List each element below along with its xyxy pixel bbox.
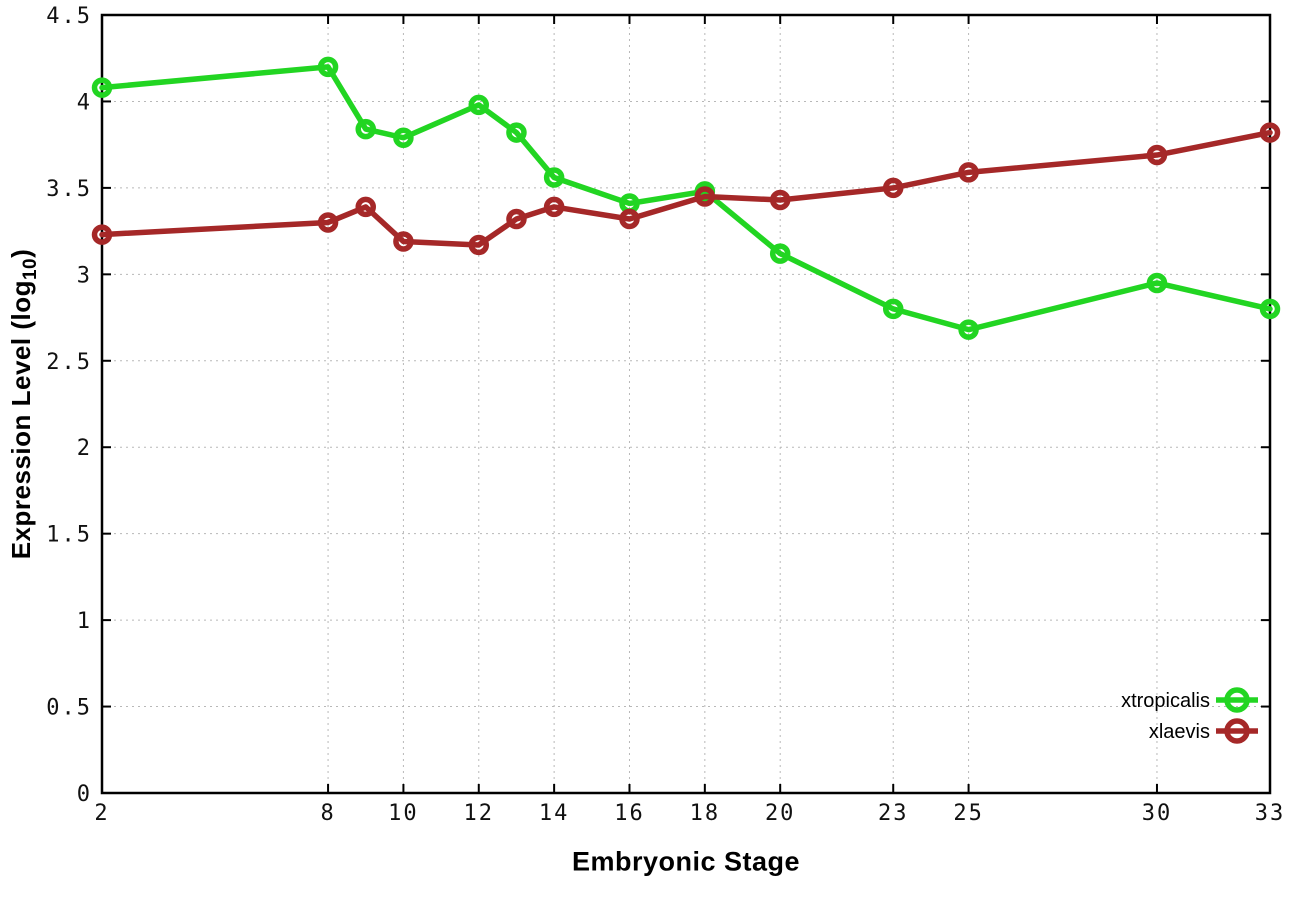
y-tick-label: 3 xyxy=(77,263,92,288)
marker-xtropicalis xyxy=(882,298,904,320)
marker-xtropicalis xyxy=(317,56,339,78)
x-tick-label: 25 xyxy=(953,801,984,826)
x-axis-title-text: Embryonic Stage xyxy=(571,846,801,877)
legend-marker-xlaevis xyxy=(1224,718,1250,744)
x-tick-label: 10 xyxy=(388,801,419,826)
marker-xlaevis xyxy=(1259,122,1281,143)
legend-label-xtropicalis: xtropicalis xyxy=(1121,690,1210,712)
marker-xlaevis xyxy=(393,231,414,252)
marker-xlaevis xyxy=(317,212,339,233)
marker-xtropicalis xyxy=(468,94,490,116)
x-tick-label: 33 xyxy=(1255,801,1286,826)
y-tick-label: 2 xyxy=(77,436,92,461)
marker-xtropicalis xyxy=(393,127,414,149)
y-tick-label: 4 xyxy=(77,90,92,115)
x-tick-label: 2 xyxy=(94,801,109,826)
marker-xlaevis xyxy=(619,208,640,230)
y-tick-label: 2.5 xyxy=(46,350,92,375)
marker-xlaevis xyxy=(1146,144,1168,166)
x-tick-label: 20 xyxy=(765,801,796,826)
marker-xtropicalis xyxy=(506,122,527,143)
marker-xlaevis xyxy=(882,177,904,199)
marker-xlaevis xyxy=(355,196,376,218)
x-tick-label: 30 xyxy=(1142,801,1173,826)
legend-marker-xtropicalis xyxy=(1224,687,1250,713)
y-axis-title-suffix: ) xyxy=(6,248,36,258)
series-line-xtropicalis xyxy=(99,64,1273,333)
marker-xlaevis xyxy=(543,196,565,218)
y-tick-label: 4.5 xyxy=(46,4,92,29)
x-tick-label: 16 xyxy=(614,801,645,826)
y-tick-label: 3.5 xyxy=(46,177,92,202)
marker-xlaevis xyxy=(958,162,979,183)
x-tick-label: 12 xyxy=(464,801,495,826)
marker-xtropicalis xyxy=(769,243,791,264)
y-tick-label: 0.5 xyxy=(46,696,92,721)
plot-border xyxy=(100,13,1272,795)
marker-xtropicalis xyxy=(958,319,979,340)
series-line-xlaevis xyxy=(99,129,1273,248)
x-axis-title: Embryonic Stage xyxy=(572,847,800,878)
marker-xlaevis xyxy=(91,224,113,245)
x-tick-label: 14 xyxy=(539,801,570,826)
y-tick-label: 1 xyxy=(77,609,92,634)
y-tick-label: 0 xyxy=(77,782,92,807)
marker-xtropicalis xyxy=(1146,272,1168,294)
marker-xlaevis xyxy=(506,208,527,230)
y-axis-title-text: Expression Level (log xyxy=(6,280,36,560)
marker-xtropicalis xyxy=(355,118,376,140)
y-tick-label: 1.5 xyxy=(46,523,92,548)
x-tick-label: 8 xyxy=(320,801,335,826)
x-tick-label: 18 xyxy=(690,801,721,826)
marker-xtropicalis xyxy=(543,167,565,188)
x-tick-label: 23 xyxy=(878,801,909,826)
y-axis-title-subscript: 10 xyxy=(20,257,41,281)
marker-xtropicalis xyxy=(1259,298,1281,320)
marker-xlaevis xyxy=(769,189,791,211)
marker-xlaevis xyxy=(694,186,716,207)
marker-xtropicalis xyxy=(91,77,113,98)
legend-label-xlaevis: xlaevis xyxy=(1149,721,1210,743)
y-axis-title: Expression Level (log10) xyxy=(6,249,42,560)
marker-xlaevis xyxy=(468,234,490,256)
